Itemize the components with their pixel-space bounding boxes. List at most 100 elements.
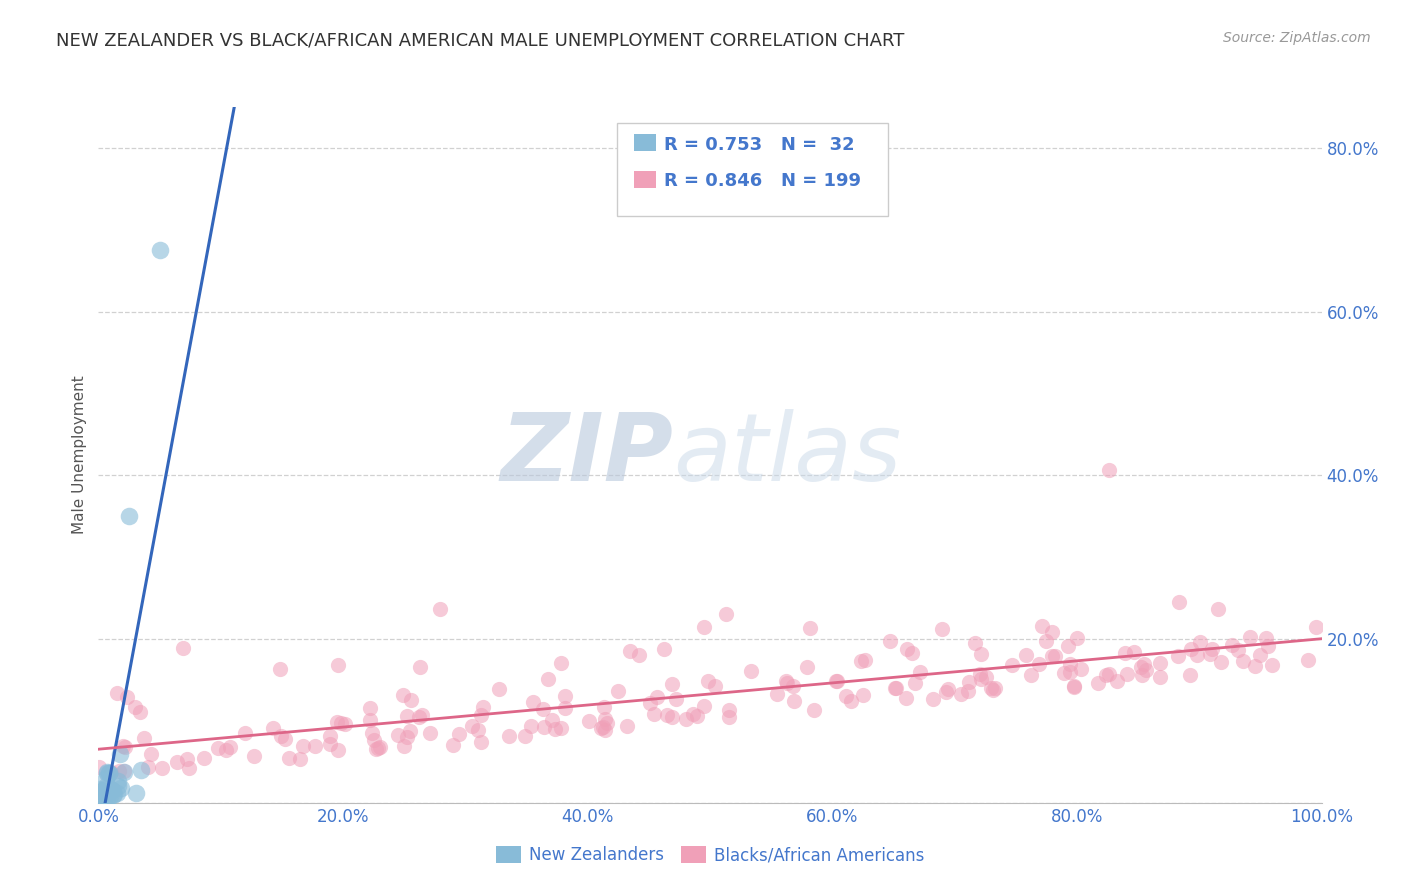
Point	[98, 765, 121, 780]
Point	[333, 716, 356, 731]
Point	[470, 707, 492, 722]
Point	[591, 722, 613, 736]
Point	[149, 244, 172, 258]
Point	[1261, 658, 1284, 673]
Point	[1167, 594, 1189, 608]
Point	[1070, 662, 1092, 676]
Point	[396, 730, 419, 744]
Point	[326, 714, 349, 729]
Point	[269, 662, 291, 676]
Point	[304, 739, 326, 754]
Point	[974, 670, 997, 684]
Point	[1001, 657, 1024, 672]
Point	[392, 688, 415, 702]
Point	[1057, 639, 1080, 653]
Point	[643, 706, 665, 721]
Point	[112, 765, 135, 780]
Point	[1135, 663, 1157, 677]
Point	[607, 684, 630, 698]
Point	[129, 763, 152, 777]
Point	[628, 648, 651, 662]
Point	[984, 681, 1007, 695]
Point	[1087, 676, 1109, 690]
Point	[775, 676, 797, 690]
Point	[110, 747, 132, 761]
Point	[419, 726, 441, 740]
Point	[645, 690, 668, 705]
Point	[936, 682, 959, 697]
Point	[578, 714, 600, 728]
Point	[1063, 679, 1085, 693]
Point	[1257, 639, 1279, 653]
Point	[1130, 660, 1153, 674]
Point	[1066, 632, 1088, 646]
Point	[718, 709, 741, 723]
Point	[593, 712, 616, 726]
Point	[364, 742, 387, 756]
Point	[1149, 670, 1171, 684]
Point	[970, 647, 993, 661]
Point	[1149, 656, 1171, 670]
Point	[1059, 657, 1081, 671]
Point	[125, 787, 148, 801]
Point	[799, 621, 821, 635]
Point	[107, 764, 129, 779]
Point	[537, 672, 560, 686]
Point	[1201, 642, 1223, 657]
Point	[118, 509, 141, 524]
Point	[392, 739, 415, 753]
Text: Source: ZipAtlas.com: Source: ZipAtlas.com	[1223, 31, 1371, 45]
Point	[370, 740, 392, 755]
Point	[105, 786, 128, 800]
Point	[550, 721, 572, 735]
Point	[655, 708, 678, 723]
Point	[675, 712, 697, 726]
Point	[1043, 648, 1066, 663]
Point	[740, 665, 762, 679]
Point	[408, 710, 430, 724]
Point	[901, 646, 924, 660]
Point	[957, 684, 980, 698]
Point	[981, 682, 1004, 697]
Point	[1123, 645, 1146, 659]
Point	[98, 789, 121, 803]
Point	[1298, 653, 1320, 667]
Point	[363, 733, 385, 747]
Point	[399, 692, 422, 706]
Point	[1019, 667, 1042, 681]
Point	[1243, 658, 1265, 673]
Point	[1059, 665, 1081, 679]
Point	[114, 739, 136, 754]
Point	[262, 721, 284, 735]
Point	[87, 760, 110, 774]
Point	[1063, 680, 1085, 694]
Point	[91, 783, 114, 797]
Point	[1115, 667, 1137, 681]
Point	[207, 741, 229, 756]
Point	[1256, 631, 1278, 645]
Point	[931, 623, 953, 637]
Point	[273, 732, 295, 747]
Point	[825, 673, 848, 688]
Point	[111, 739, 134, 753]
Point	[908, 665, 931, 679]
Point	[1130, 667, 1153, 681]
Point	[467, 723, 489, 738]
Point	[408, 660, 430, 674]
Point	[1227, 643, 1250, 657]
Point	[218, 740, 240, 755]
Point	[522, 695, 544, 709]
Point	[89, 782, 111, 797]
Point	[179, 761, 201, 775]
Point	[103, 787, 125, 801]
Point	[693, 698, 716, 713]
Point	[193, 751, 215, 765]
Point	[619, 644, 641, 658]
Point	[359, 713, 381, 727]
Point	[950, 687, 973, 701]
Point	[399, 724, 422, 739]
Point	[1209, 655, 1232, 669]
Point	[96, 779, 118, 793]
Point	[290, 751, 312, 765]
Point	[1094, 668, 1116, 682]
